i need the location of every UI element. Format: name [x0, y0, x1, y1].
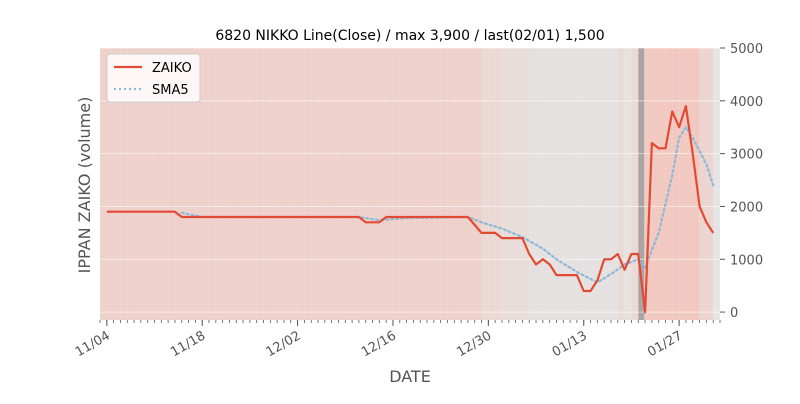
y-tick-label-0: 0	[730, 306, 738, 321]
x-axis-ticks: 11/04 11/18 12/02 12/16 12/30 01/13 01/27	[73, 320, 720, 360]
y-tick-label-3: 3000	[730, 148, 763, 163]
legend: ZAIKO SMA5	[107, 54, 200, 102]
y-tick-label-5: 5000	[730, 42, 763, 57]
x-tick-label-6: 01/27	[645, 328, 685, 360]
y-tick-label-1: 1000	[730, 253, 763, 268]
legend-label-sma5: SMA5	[152, 83, 189, 98]
y-axis-label: IPPAN ZAIKO (volume)	[75, 97, 94, 274]
x-tick-label-0: 11/04	[73, 328, 113, 360]
x-tick-label-5: 01/13	[550, 328, 590, 360]
chart-title: 6820 NIKKO Line(Close) / max 3,900 / las…	[215, 28, 604, 44]
band-6	[631, 48, 638, 320]
x-tick-label-3: 12/16	[359, 328, 399, 360]
legend-label-zaiko: ZAIKO	[152, 61, 192, 76]
x-tick-label-4: 12/30	[454, 328, 494, 360]
band-5	[625, 48, 632, 320]
x-axis-label: DATE	[389, 367, 431, 386]
x-tick-label-1: 11/18	[168, 328, 208, 360]
band-1	[482, 48, 502, 320]
y-axis-ticks: 0 1000 2000 3000 4000 5000	[720, 42, 763, 321]
band-4	[618, 48, 625, 320]
x-tick-label-2: 12/02	[264, 328, 304, 360]
y-tick-label-2: 2000	[730, 200, 763, 215]
y-tick-label-4: 4000	[730, 95, 763, 110]
